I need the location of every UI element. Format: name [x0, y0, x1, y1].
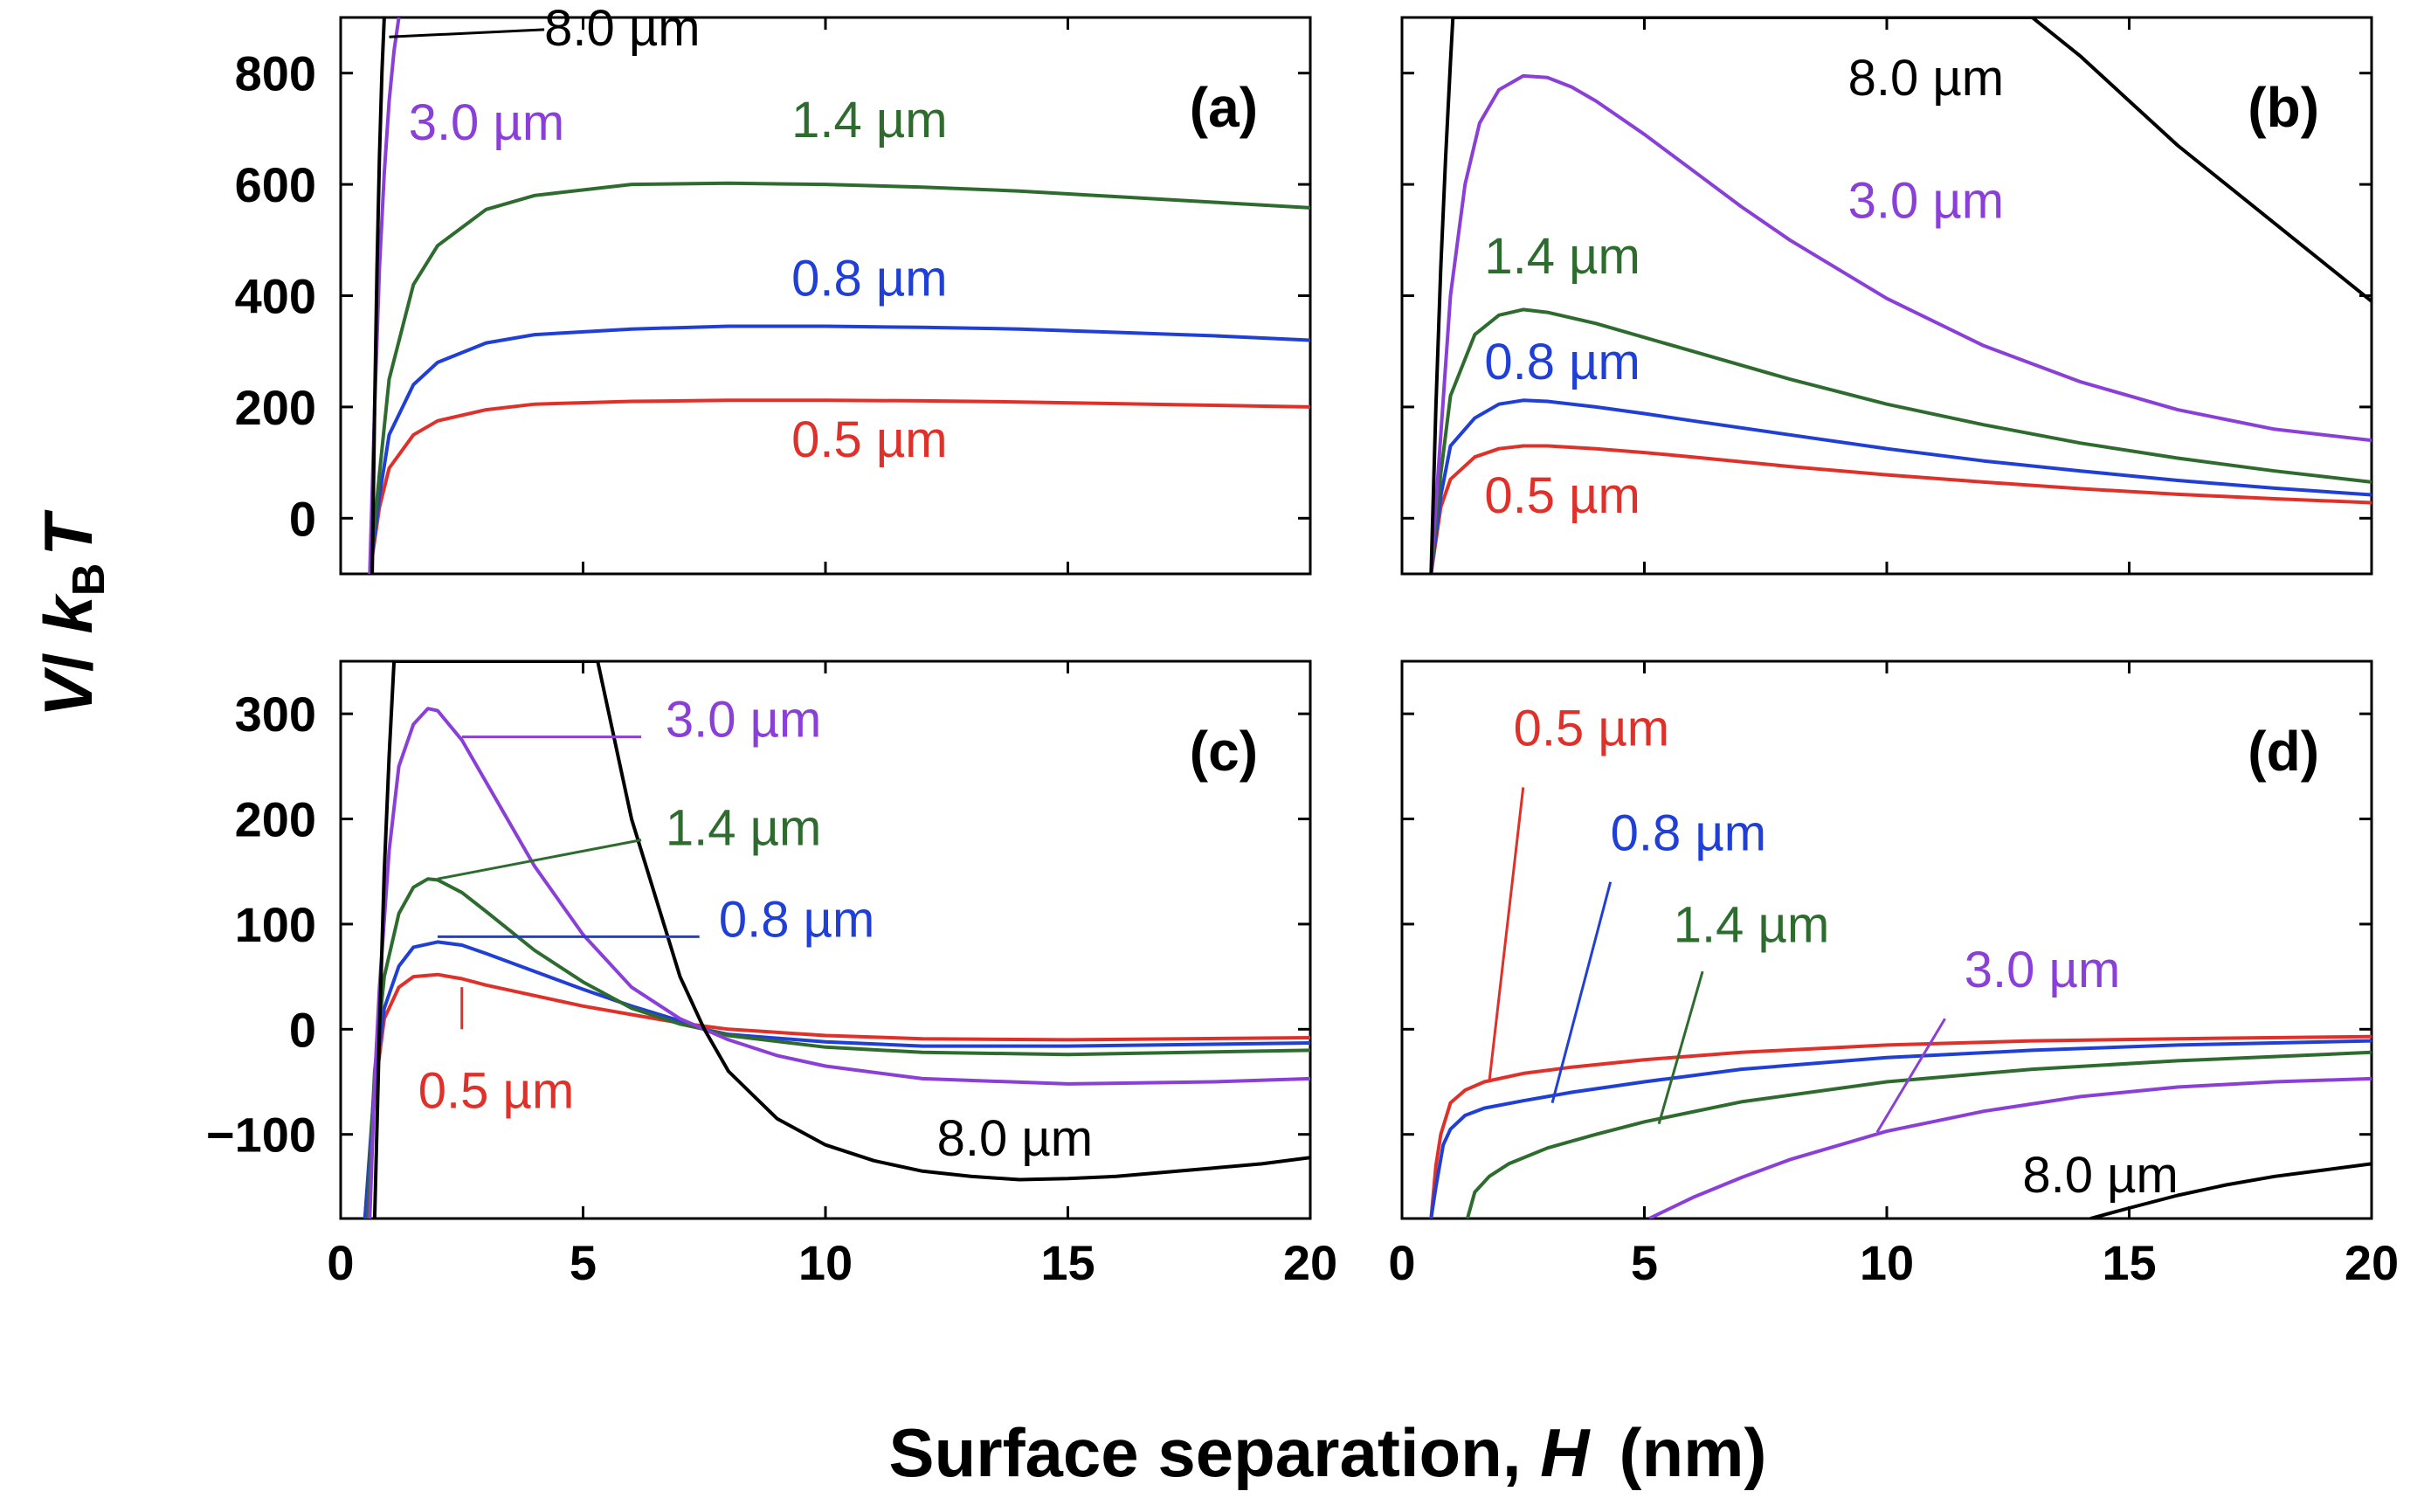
series-line-1-4-m — [1429, 307, 2372, 574]
panel-c: 0 5 10 15 20 −100 0 100 200 300 3.0 µm 1.4 µm 0.8 µm… — [206, 659, 1337, 1290]
plot-area — [1429, 17, 2372, 574]
x-tick-label: 15 — [1040, 1235, 1095, 1290]
label-pointer-8-0-m — [389, 28, 545, 38]
x-tick-label: 5 — [1631, 1235, 1658, 1290]
x-tick-label: 5 — [570, 1235, 597, 1290]
series-line-1-4-m — [365, 877, 1310, 1219]
curve-label-8-0-m: 8.0 µm — [544, 0, 700, 57]
label-pointer-0-5-m — [1488, 787, 1525, 1082]
panel-label: (d) — [2248, 720, 2319, 783]
y-axis-title-v: V — [30, 666, 107, 717]
curve-label-8-0-m: 8.0 µm — [2022, 1147, 2178, 1204]
curve-label-8-0-m: 8.0 µm — [1848, 50, 2004, 107]
panel-label: (b) — [2248, 76, 2319, 139]
series-line-1-4-m — [1465, 1050, 2372, 1219]
y-axis-title-k: k — [30, 593, 107, 634]
curve-label-0-5-m: 0.5 µm — [791, 411, 947, 468]
label-pointer-1-4-m — [1657, 970, 1704, 1125]
y-tick-label: 200 — [235, 380, 316, 435]
curve-label-1-4-m: 1.4 µm — [1674, 896, 1829, 953]
curve-label-0-8-m: 0.8 µm — [1484, 334, 1640, 390]
series-line-3-0-m — [1648, 1076, 2372, 1219]
series-line-0-5-m — [368, 398, 1310, 574]
series-line-8-0-m — [370, 17, 386, 574]
series-line-0-5-m — [1429, 1034, 2372, 1219]
curve-label-3-0-m: 3.0 µm — [1965, 942, 2120, 998]
x-tick-label: 0 — [327, 1235, 354, 1290]
series-line-0-5-m — [1429, 444, 2372, 574]
curve-label-0-5-m: 0.5 µm — [1514, 700, 1669, 756]
y-tick-label: 0 — [289, 491, 316, 546]
series-line-3-0-m — [1429, 73, 2372, 574]
series-line-8-0-m — [1429, 17, 2372, 574]
curve-label-0-5-m: 0.5 µm — [418, 1063, 574, 1120]
curve-label-1-4-m: 1.4 µm — [791, 92, 947, 148]
curve-label-3-0-m: 3.0 µm — [1848, 172, 2004, 229]
x-axis-title-variable: H — [1540, 1414, 1591, 1491]
series-line-1-4-m — [368, 181, 1310, 574]
curve-label-0-8-m: 0.8 µm — [791, 251, 947, 307]
x-axis-title-unit: (nm) — [1619, 1414, 1767, 1491]
curve-label-1-4-m: 1.4 µm — [1484, 228, 1640, 285]
y-tick-label: 800 — [235, 46, 316, 101]
plot-area — [1429, 1034, 2372, 1219]
curve-label-0-8-m: 0.8 µm — [1611, 805, 1766, 862]
y-tick-label: 200 — [235, 792, 316, 847]
y-tick-label: 400 — [235, 269, 316, 324]
plot-area — [363, 661, 1310, 1219]
panel-b: 8.0 µm 3.0 µm 1.4 µm 0.8 µm 0.5 µm (b) — [1400, 16, 2373, 576]
curve-label-3-0-m: 3.0 µm — [666, 692, 821, 749]
x-tick-label: 15 — [2102, 1235, 2156, 1290]
x-axis-title: Surface separation, H (nm) — [889, 1414, 1767, 1491]
plot-area — [368, 17, 1310, 574]
x-tick-label: 20 — [1283, 1235, 1337, 1290]
y-tick-label: −100 — [206, 1108, 316, 1163]
series-line-8-0-m — [372, 661, 1310, 1219]
x-tick-label: 10 — [1860, 1235, 1914, 1290]
curve-label-0-8-m: 0.8 µm — [719, 891, 874, 948]
x-tick-label: 10 — [798, 1235, 853, 1290]
label-pointer-1-4-m — [437, 839, 642, 880]
panel-label: (c) — [1190, 720, 1258, 783]
series-line-0-8-m — [363, 940, 1310, 1219]
panel-a: 0 200 400 600 800 8.0 µm 3.0 µm 1.4 µm 0.8 µm 0.5… — [235, 0, 1312, 576]
y-axis-title-t: T — [30, 509, 107, 556]
series-line-0-8-m — [368, 324, 1310, 574]
x-tick-label: 0 — [1388, 1235, 1415, 1290]
y-tick-label: 100 — [235, 897, 316, 952]
series-line-0-8-m — [1429, 398, 2372, 574]
y-axis-title: V/ kBT — [30, 509, 114, 717]
x-tick-label: 20 — [2345, 1235, 2399, 1290]
label-pointer-0-8-m — [1550, 881, 1613, 1103]
y-tick-label: 600 — [235, 157, 316, 212]
y-tick-label: 0 — [289, 1002, 316, 1057]
curve-label-0-5-m: 0.5 µm — [1484, 467, 1640, 524]
series-line-0-8-m — [1429, 1039, 2372, 1219]
series-line-8-0-m — [2089, 1162, 2372, 1219]
panel-d: 0 5 10 15 20 0.5 µm 0.8 µm 1.4 µm 3.0 µm 8.0 µm (d… — [1388, 659, 2399, 1290]
x-axis-title-text: Surface separation, — [889, 1414, 1541, 1491]
y-axis-title-subscript: B — [64, 563, 114, 597]
y-axis-title-slash: / — [30, 634, 107, 672]
y-tick-label: 300 — [235, 687, 316, 742]
curve-label-8-0-m: 8.0 µm — [937, 1110, 1093, 1167]
series-line-0-5-m — [363, 972, 1310, 1219]
curve-label-1-4-m: 1.4 µm — [666, 800, 821, 857]
series-line-3-0-m — [368, 707, 1310, 1219]
curve-label-3-0-m: 3.0 µm — [409, 94, 564, 151]
panel-label: (a) — [1190, 76, 1258, 139]
label-pointer-3-0-m — [1875, 1018, 1946, 1134]
